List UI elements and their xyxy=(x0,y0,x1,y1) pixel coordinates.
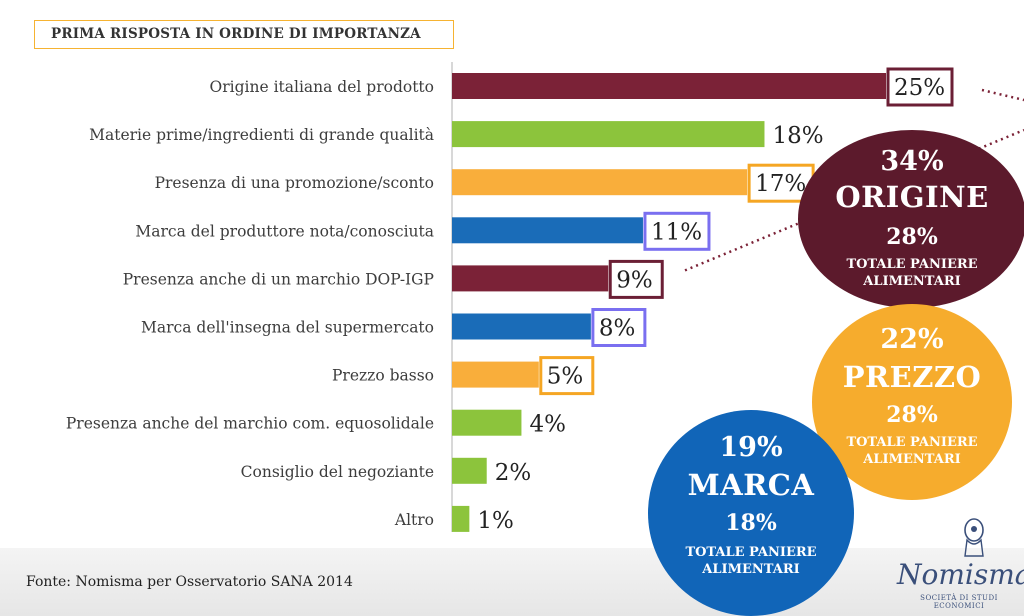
prezzo-pct: 22% xyxy=(880,324,944,355)
value-label: 1% xyxy=(477,508,514,534)
value-label: 17% xyxy=(755,171,806,197)
value-label-box xyxy=(539,356,595,396)
source-note: Fonte: Nomisma per Osservatorio SANA 201… xyxy=(26,574,353,590)
value-label: 8% xyxy=(599,316,636,342)
logo-name: Nomisma xyxy=(897,558,1024,591)
category-label: Materie prime/ingredienti di grande qual… xyxy=(89,126,434,144)
marca-word: MARCA xyxy=(687,468,815,502)
category-label: Consiglio del negoziante xyxy=(241,463,434,481)
value-label: 25% xyxy=(894,75,945,101)
bar xyxy=(452,361,539,388)
footer-band xyxy=(0,548,1024,616)
prezzo-basket-line1: TOTALE PANIERE xyxy=(846,435,978,450)
category-label: Marca dell'insegna del supermercato xyxy=(141,319,434,337)
value-label: 18% xyxy=(772,123,823,149)
marca-summary-circle: 19% MARCA 18% TOTALE PANIERE ALIMENTARI xyxy=(648,410,854,616)
crest-icon xyxy=(964,518,984,557)
origine-basket-line2: ALIMENTARI xyxy=(863,274,961,289)
marca-basket-line2: ALIMENTARI xyxy=(702,562,800,577)
logo-subtitle: SOCIETÀ DI STUDI ECONOMICI xyxy=(920,594,998,610)
bar xyxy=(452,409,522,436)
bar xyxy=(452,121,765,148)
category-label: Altro xyxy=(394,511,434,529)
value-label-box xyxy=(591,308,647,347)
category-label: Origine italiana del prodotto xyxy=(210,78,434,96)
bar xyxy=(452,73,886,99)
value-label-box xyxy=(886,67,954,107)
marca-basket-line1: TOTALE PANIERE xyxy=(685,545,817,560)
prezzo-basket-pct: 28% xyxy=(886,402,938,428)
origine-pct: 34% xyxy=(880,146,944,177)
prezzo-word: PREZZO xyxy=(842,360,982,394)
value-label-box xyxy=(608,259,664,299)
connector-line xyxy=(684,128,1024,272)
category-label: Presenza anche di un marchio DOP-IGP xyxy=(123,270,434,288)
category-label: Marca del produttore nota/conosciuta xyxy=(135,222,434,240)
value-label: 5% xyxy=(547,364,584,390)
connector-lines xyxy=(684,88,1024,272)
bars-layer: Origine italiana del prodotto 25% Materie … xyxy=(66,62,954,534)
value-label: 11% xyxy=(651,219,702,245)
bar xyxy=(452,265,609,292)
origine-basket-line1: TOTALE PANIERE xyxy=(846,257,978,272)
value-label: 2% xyxy=(495,460,531,486)
origine-word: ORIGINE xyxy=(835,180,989,214)
chart-title: PRIMA RISPOSTA IN ORDINE DI IMPORTANZA xyxy=(34,20,454,49)
value-label: 4% xyxy=(529,412,566,438)
prezzo-basket-line2: ALIMENTARI xyxy=(863,452,961,467)
value-label: 9% xyxy=(616,267,653,293)
category-label: Presenza anche del marchio com. equosoli… xyxy=(66,415,434,433)
marca-pct: 19% xyxy=(719,432,783,463)
connector-line xyxy=(981,88,1024,102)
bar xyxy=(452,313,591,340)
category-label: Presenza di una promozione/sconto xyxy=(155,174,434,192)
bar xyxy=(452,217,643,244)
origine-summary-circle: 34% ORIGINE 28% TOTALE PANIERE ALIMENTAR… xyxy=(798,130,1024,308)
nomisma-logo: Nomisma SOCIETÀ DI STUDI ECONOMICI xyxy=(897,512,1024,612)
marca-basket-pct: 18% xyxy=(725,510,777,536)
category-label: Prezzo basso xyxy=(332,367,434,385)
origine-basket-pct: 28% xyxy=(886,224,938,250)
prezzo-summary-circle: 22% PREZZO 28% TOTALE PANIERE ALIMENTARI xyxy=(812,304,1012,500)
bar xyxy=(452,505,470,532)
value-label-box xyxy=(643,211,711,251)
bar xyxy=(452,457,487,484)
bar xyxy=(452,169,748,196)
